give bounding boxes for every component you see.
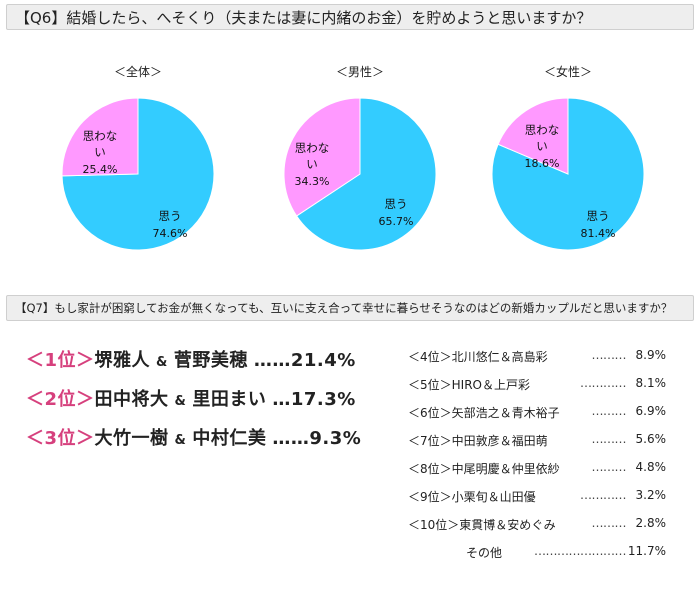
pie-label-思わない: 思わな (83, 129, 118, 143)
rank-3-name2: 中村仁美 (192, 428, 267, 449)
rank-1-position: ＜1位＞ (26, 350, 95, 371)
pie-label-思わない-cont: い (536, 139, 548, 153)
rank-1-dots: …… (253, 350, 291, 371)
pie-label-思う: 思う (159, 209, 182, 223)
pie-value-思う: 81.4% (581, 227, 616, 240)
list-item: ＜4位＞北川悠仁＆高島彩 ……… 8.9% (408, 348, 670, 376)
pie-label-思わない: 思わな (295, 141, 330, 155)
list-item: ＜10位＞東貫博＆安めぐみ ……… 2.8% (408, 516, 670, 544)
list-item-pct: 4.8% (635, 460, 667, 474)
list-item-label: ＜4位＞北川悠仁＆高島彩 (408, 350, 548, 364)
pie-slice-思わない (61, 97, 139, 177)
rank-3-dots: …… (272, 428, 310, 449)
rank-2-dots: … (272, 389, 291, 410)
rank-3-position: ＜3位＞ (26, 428, 95, 449)
list-item-pct: 2.8% (635, 516, 667, 530)
pie-slice-思わない (497, 97, 569, 175)
list-item-label: ＜10位＞東貫博＆安めぐみ (408, 518, 556, 532)
pie-title: ＜全体＞ (114, 64, 162, 79)
list-item: ＜9位＞小栗旬＆山田優 ………… 3.2% (408, 488, 670, 516)
rank-1-name1: 堺雅人 (94, 350, 151, 371)
rank-3-row: ＜3位＞大竹一樹 & 中村仁美 ……9.3% (26, 424, 361, 450)
list-item-pct: 6.9% (635, 404, 667, 418)
list-item-pct: 8.9% (635, 348, 667, 362)
list-item: ＜5位＞HIRO＆上戸彩 ………… 8.1% (408, 376, 670, 404)
pie-label-思わない: 思わな (525, 123, 560, 137)
list-item: ＜6位＞矢部浩之＆青木裕子 ……… 6.9% (408, 404, 670, 432)
list-item-pct: 8.1% (635, 376, 667, 390)
pie-label-思う: 思う (587, 209, 610, 223)
list-item-dots: ……… (591, 516, 627, 530)
rank-3-name1: 大竹一樹 (94, 428, 169, 449)
rank-1-row: ＜1位＞堺雅人 & 菅野美穂 ……21.4% (26, 346, 356, 372)
rank-2-name1: 田中将大 (94, 389, 169, 410)
list-item-dots: ……… (591, 404, 627, 418)
list-item: ＜7位＞中田敦彦＆福田萌 ……… 5.6% (408, 432, 670, 460)
rank-3-amp: & (174, 433, 187, 448)
list-item-label: ＜9位＞小栗旬＆山田優 (408, 490, 536, 504)
list-item-label: ＜5位＞HIRO＆上戸彩 (408, 378, 530, 392)
list-item-pct: 3.2% (635, 488, 667, 502)
list-item-dots: ……… (591, 460, 627, 474)
pie-slice-思わない (283, 97, 361, 217)
q6-question-header: 【Q6】結婚したら、へそくり（夫または妻に内緒のお金）を貯めようと思いますか？ (6, 4, 694, 30)
list-item-label: その他 (466, 546, 503, 560)
pie-value-思う: 74.6% (153, 227, 188, 240)
rank-1-pct: 21.4% (290, 350, 356, 371)
pie-label-思う: 思う (385, 197, 408, 211)
q6-question-text: 【Q6】結婚したら、へそくり（夫または妻に内緒のお金）を貯めようと思いますか？ (15, 8, 592, 27)
rank-2-name2: 里田まい (192, 389, 267, 410)
q7-question-header: 【Q7】もし家計が困窮してお金が無くなっても、互いに支え合って幸せに暮らせそうな… (6, 295, 694, 321)
list-item-label: ＜6位＞矢部浩之＆青木裕子 (408, 406, 560, 420)
list-item-dots: ……… (591, 432, 627, 446)
list-item: その他 …………………… 11.7% (408, 544, 670, 572)
list-item-dots: ……… (591, 348, 627, 362)
pie-label-思わない-cont: い (94, 145, 106, 159)
list-item-pct: 5.6% (635, 432, 667, 446)
list-item-label: ＜7位＞中田敦彦＆福田萌 (408, 434, 548, 448)
pie-value-思わない: 34.3% (295, 175, 330, 188)
pie-slice-思う (295, 97, 437, 251)
rank-2-row: ＜2位＞田中将大 & 里田まい …17.3% (26, 385, 356, 411)
rank-1-name2: 菅野美穂 (173, 350, 248, 371)
rank-2-amp: & (174, 394, 187, 409)
pie-title: ＜女性＞ (544, 64, 592, 79)
list-item-pct: 11.7% (627, 544, 666, 558)
rank-1-amp: & (156, 355, 168, 370)
pie-value-思わない: 18.6% (525, 157, 560, 170)
pie-value-思わない: 25.4% (83, 163, 118, 176)
pie-label-思わない-cont: い (306, 157, 318, 171)
rank-list-4-to-10: ＜4位＞北川悠仁＆高島彩 ……… 8.9% ＜5位＞HIRO＆上戸彩 ………… 8.1%… (408, 348, 670, 572)
list-item-dots: ………… (580, 376, 627, 390)
pie-charts: ＜全体＞思う74.6%思わない25.4%＜男性＞思う65.7%思わない34.3%… (61, 64, 645, 251)
list-item-dots: ………… (580, 488, 627, 502)
list-item-dots: …………………… (534, 544, 627, 558)
pie-title: ＜男性＞ (336, 65, 384, 79)
q7-question-text: 【Q7】もし家計が困窮してお金が無くなっても、互いに支え合って幸せに暮らせそうな… (15, 301, 673, 315)
rank-3-pct: 9.3% (309, 428, 362, 449)
pie-value-思う: 65.7% (379, 215, 414, 228)
list-item-label: ＜8位＞中尾明慶＆仲里依紗 (408, 462, 560, 476)
rank-2-position: ＜2位＞ (26, 389, 95, 410)
rank-2-pct: 17.3% (290, 389, 356, 410)
list-item: ＜8位＞中尾明慶＆仲里依紗 ……… 4.8% (408, 460, 670, 488)
